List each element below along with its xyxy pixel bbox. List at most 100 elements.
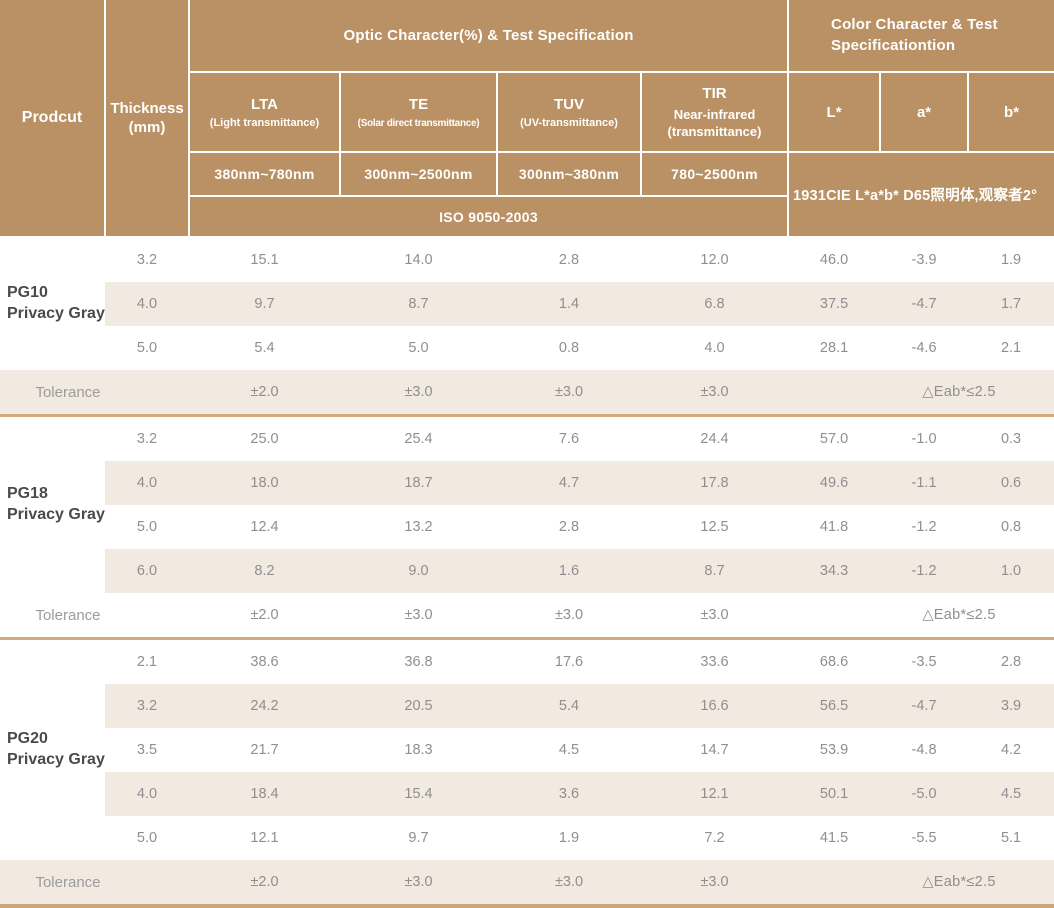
- table-row: 5.0 12.1 9.7 1.9 7.2 41.5 -5.5 5.1: [0, 816, 1054, 860]
- value-cell: 6.8: [641, 282, 789, 326]
- value-cell: 17.8: [641, 461, 789, 505]
- value-cell: -5.5: [880, 816, 969, 860]
- table-row: PG20 Privacy Gray 2.1 38.6 36.8 17.6 33.6 68.6…: [0, 638, 1054, 860]
- thickness-cell: 4.0: [105, 772, 189, 816]
- product-column-header: Prodcut: [0, 0, 106, 238]
- value-cell: 8.7: [340, 282, 497, 326]
- value-cell: 9.0: [340, 549, 497, 593]
- thickness-cell: 5.0: [105, 816, 189, 860]
- value-cell: 16.6: [641, 684, 789, 728]
- thickness-cell: 3.2: [105, 415, 189, 461]
- value-cell: 46.0: [788, 237, 881, 282]
- tolerance-value-cell: ±3.0: [641, 370, 789, 417]
- value-cell: 1.7: [968, 282, 1054, 326]
- range-tir: 780~2500nm: [639, 151, 790, 197]
- value-cell: 1.6: [497, 549, 641, 593]
- value-cell: 5.0: [340, 326, 497, 370]
- value-cell: 2.8: [497, 505, 641, 549]
- value-cell: 8.7: [641, 549, 789, 593]
- value-cell: 4.5: [497, 728, 641, 772]
- color-difference-cell: △Eab*≤2.5: [788, 593, 1054, 640]
- tolerance-value-cell: ±2.0: [189, 593, 340, 640]
- column-name: TUV: [554, 95, 584, 113]
- value-cell: 15.1: [189, 237, 340, 282]
- value-cell: 57.0: [788, 415, 881, 461]
- column-header-tir: TIR Near-infrared (transmittance): [639, 71, 790, 153]
- value-cell: 24.2: [189, 684, 340, 728]
- column-subtitle: (UV-transmittance): [520, 117, 618, 130]
- cie-standard-label: 1931CIE L*a*b* D65照明体,观察者2°: [787, 151, 1054, 238]
- color-difference-cell: △Eab*≤2.5: [788, 860, 1054, 908]
- value-cell: -1.2: [880, 505, 969, 549]
- tolerance-value-cell: ±3.0: [641, 593, 789, 640]
- thickness-cell: 4.0: [105, 282, 189, 326]
- value-cell: 12.1: [189, 816, 340, 860]
- tolerance-label: Tolerance: [0, 370, 189, 417]
- table-row: 4.0 18.0 18.7 4.7 17.8 49.6 -1.1 0.6: [0, 461, 1054, 505]
- value-cell: 41.8: [788, 505, 881, 549]
- value-cell: 15.4: [340, 772, 497, 816]
- thickness-cell: 3.2: [105, 684, 189, 728]
- value-cell: 4.0: [641, 326, 789, 370]
- tolerance-value-cell: ±3.0: [340, 860, 497, 908]
- value-cell: 1.9: [968, 237, 1054, 282]
- value-cell: -1.0: [880, 415, 969, 461]
- iso-standard-label: ISO 9050-2003: [189, 195, 790, 238]
- value-cell: 50.1: [788, 772, 881, 816]
- header-row-groups: Prodcut Thickness (mm) Optic Character(%…: [0, 0, 1054, 238]
- optic-group-header: Optic Character(%) & Test Specification: [187, 0, 790, 73]
- thickness-cell: 5.0: [105, 505, 189, 549]
- thickness-cell: 3.5: [105, 728, 189, 772]
- value-cell: 4.7: [497, 461, 641, 505]
- tolerance-value-cell: ±3.0: [641, 860, 789, 908]
- thickness-cell: 6.0: [105, 549, 189, 593]
- value-cell: 25.4: [340, 415, 497, 461]
- value-cell: 5.4: [189, 326, 340, 370]
- value-cell: 12.4: [189, 505, 340, 549]
- value-cell: 3.9: [968, 684, 1054, 728]
- value-cell: 2.8: [497, 237, 641, 282]
- value-cell: -3.9: [880, 237, 969, 282]
- tolerance-label: Tolerance: [0, 593, 189, 640]
- value-cell: 12.1: [641, 772, 789, 816]
- value-cell: 56.5: [788, 684, 881, 728]
- value-cell: 0.3: [968, 415, 1054, 461]
- value-cell: 25.0: [189, 415, 340, 461]
- table-row: 3.5 21.7 18.3 4.5 14.7 53.9 -4.8 4.2: [0, 728, 1054, 772]
- tolerance-value-cell: ±2.0: [189, 370, 340, 417]
- value-cell: 18.0: [189, 461, 340, 505]
- value-cell: 0.8: [968, 505, 1054, 549]
- product-name-cell: PG18 Privacy Gray: [0, 415, 105, 593]
- product-name-cell: PG20 Privacy Gray: [0, 638, 105, 860]
- product-name-cell: PG10 Privacy Gray: [0, 237, 105, 370]
- value-cell: -4.6: [880, 326, 969, 370]
- value-cell: 17.6: [497, 638, 641, 684]
- color-group-header: Color Character & Test Specificationtion: [787, 0, 1054, 73]
- header-row-iso: ISO 9050-2003: [0, 195, 1054, 238]
- color-difference-cell: △Eab*≤2.5: [788, 370, 1054, 417]
- value-cell: -5.0: [880, 772, 969, 816]
- value-cell: 1.4: [497, 282, 641, 326]
- value-cell: 0.6: [968, 461, 1054, 505]
- tolerance-value-cell: ±3.0: [497, 860, 641, 908]
- value-cell: 9.7: [189, 282, 340, 326]
- table-row: 5.0 12.4 13.2 2.8 12.5 41.8 -1.2 0.8: [0, 505, 1054, 549]
- table-row: 4.0 18.4 15.4 3.6 12.1 50.1 -5.0 4.5: [0, 772, 1054, 816]
- value-cell: 18.3: [340, 728, 497, 772]
- table-body: PG10 Privacy Gray 3.2 15.1 14.0 2.8 12.0 46.0-…: [0, 237, 1054, 908]
- header-row-ranges: 380nm~780nm 300nm~2500nm 300nm~380nm 780…: [0, 151, 1054, 238]
- value-cell: 18.4: [189, 772, 340, 816]
- value-cell: 5.1: [968, 816, 1054, 860]
- tolerance-label: Tolerance: [0, 860, 189, 908]
- value-cell: 2.8: [968, 638, 1054, 684]
- value-cell: 14.0: [340, 237, 497, 282]
- column-header-l: L*: [787, 71, 882, 153]
- range-tuv: 300nm~380nm: [496, 151, 642, 197]
- value-cell: 14.7: [641, 728, 789, 772]
- column-header-a: a*: [879, 71, 970, 153]
- value-cell: 53.9: [788, 728, 881, 772]
- table-row: 4.0 9.7 8.7 1.4 6.8 37.5 -4.7 1.7: [0, 282, 1054, 326]
- value-cell: 33.6: [641, 638, 789, 684]
